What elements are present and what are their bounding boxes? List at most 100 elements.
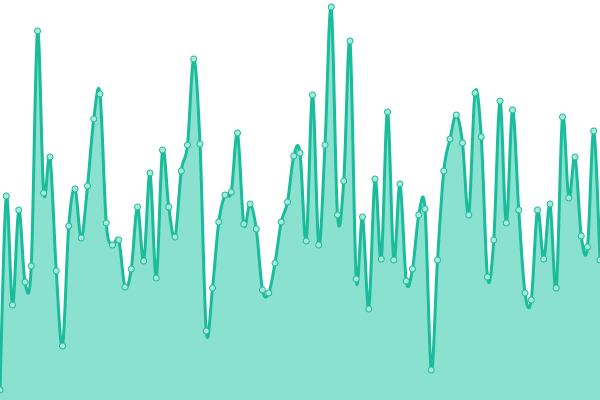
point	[396, 180, 404, 188]
point	[596, 256, 600, 264]
point	[315, 241, 323, 249]
point	[452, 111, 460, 119]
point	[415, 211, 423, 219]
point	[540, 255, 548, 263]
point	[52, 267, 60, 275]
point	[65, 222, 73, 230]
point	[121, 283, 129, 291]
point	[334, 211, 341, 219]
point	[346, 37, 354, 45]
point	[259, 286, 266, 294]
point	[352, 275, 360, 283]
point	[221, 191, 229, 199]
point	[459, 139, 466, 147]
point	[77, 234, 85, 242]
point	[2, 192, 10, 200]
point	[377, 255, 385, 263]
point	[209, 284, 216, 292]
point	[115, 236, 123, 244]
point	[46, 153, 54, 161]
point	[509, 106, 516, 114]
point	[215, 218, 223, 226]
point	[465, 211, 473, 219]
point	[471, 89, 479, 97]
point	[359, 213, 366, 221]
area-fill	[0, 6, 600, 400]
point	[390, 256, 398, 264]
point	[421, 205, 429, 213]
point	[434, 256, 441, 264]
point	[515, 206, 523, 214]
point	[34, 27, 41, 35]
point	[477, 133, 485, 141]
point	[40, 189, 48, 197]
point	[584, 243, 591, 251]
point	[496, 97, 504, 105]
point	[252, 225, 260, 233]
point	[296, 149, 304, 157]
point	[484, 273, 491, 281]
point	[234, 129, 241, 137]
point	[15, 206, 23, 214]
point	[327, 3, 335, 11]
point	[59, 342, 66, 350]
point	[109, 241, 116, 249]
point	[96, 90, 104, 98]
point	[565, 194, 573, 202]
point	[227, 188, 235, 196]
point	[152, 274, 160, 282]
point	[577, 232, 585, 240]
point	[84, 182, 91, 190]
point	[302, 237, 310, 245]
point	[502, 219, 510, 227]
point	[134, 203, 141, 211]
point	[527, 296, 535, 304]
point	[446, 135, 454, 143]
point	[534, 206, 541, 214]
point	[0, 386, 4, 394]
point	[21, 278, 29, 286]
point	[271, 259, 279, 267]
point	[159, 146, 166, 154]
point	[552, 284, 560, 292]
point	[240, 220, 248, 228]
area-line	[0, 4, 600, 391]
point	[146, 169, 154, 177]
point	[371, 175, 379, 183]
point	[140, 257, 148, 265]
point	[427, 366, 435, 374]
point	[321, 141, 329, 149]
point	[290, 152, 298, 160]
point	[590, 127, 598, 135]
point	[265, 289, 273, 297]
point	[340, 177, 348, 185]
point	[171, 233, 179, 241]
point	[490, 236, 498, 244]
point	[440, 167, 448, 175]
point	[202, 327, 210, 335]
point	[402, 277, 410, 285]
point	[184, 141, 191, 149]
point	[190, 55, 198, 63]
point	[102, 219, 110, 227]
point	[571, 153, 579, 161]
point	[277, 218, 285, 226]
point	[196, 140, 204, 148]
point	[9, 301, 16, 309]
point	[365, 305, 373, 313]
point	[309, 91, 316, 99]
point	[127, 265, 135, 273]
point	[177, 167, 185, 175]
point	[90, 115, 98, 123]
point	[384, 108, 391, 116]
point	[559, 113, 566, 121]
point	[71, 185, 79, 193]
point	[409, 265, 416, 273]
point	[165, 203, 173, 211]
point	[284, 198, 291, 206]
point	[546, 200, 554, 208]
point	[27, 262, 35, 270]
point	[246, 200, 254, 208]
